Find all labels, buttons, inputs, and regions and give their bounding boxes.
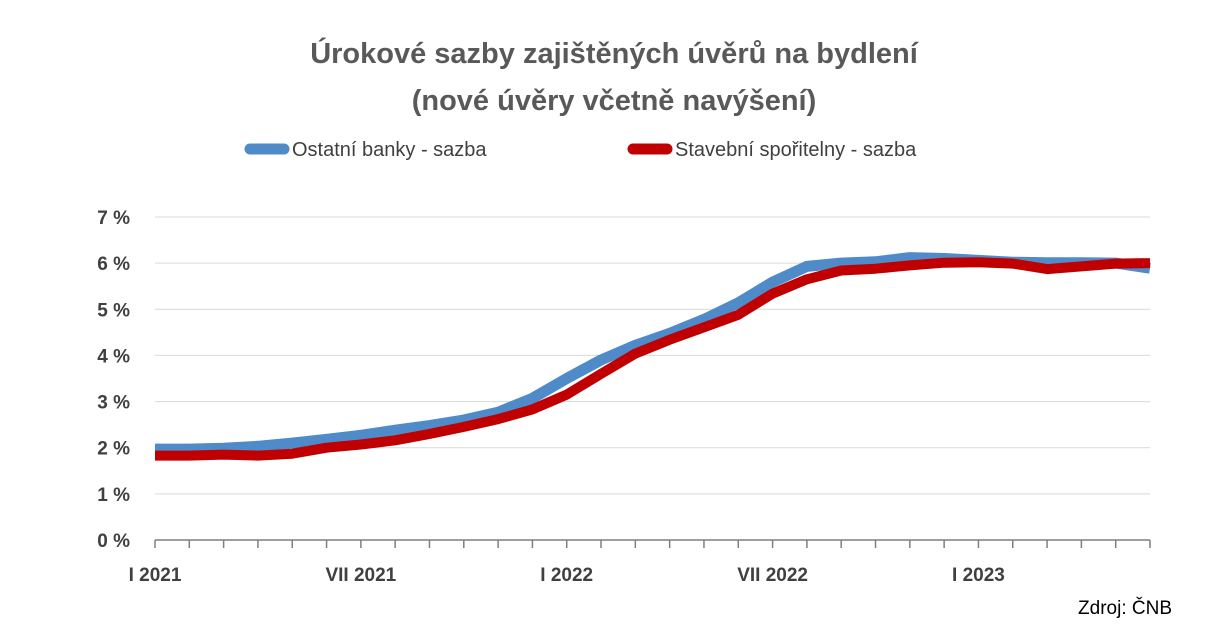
x-tick-label: I 2022 (540, 565, 593, 586)
chart-subtitle: (nové úvěry včetně navýšení) (412, 85, 817, 117)
chart-title: Úrokové sazby zajištěných úvěrů na bydle… (310, 36, 919, 70)
x-tick-label: VII 2021 (325, 565, 396, 586)
y-tick-label: 3 % (97, 393, 130, 414)
y-tick-label: 2 % (97, 439, 130, 460)
series-lines (155, 252, 1151, 461)
y-tick-label: 4 % (97, 346, 130, 367)
y-tick-label: 0 % (97, 531, 130, 552)
x-tick-label: I 2023 (952, 565, 1005, 586)
x-axis: I 2021 VII 2021 I 2022 VII 2022 I 2023 (129, 539, 1151, 586)
x-tick-label: I 2021 (129, 565, 182, 586)
source-note: Zdroj: ČNB (1078, 597, 1172, 619)
legend-label-stavebni-sporitelny: Stavební spořitelny - sazba (675, 139, 917, 161)
x-tick-label: VII 2022 (737, 565, 808, 586)
y-axis-ticks: 0 % 1 % 2 % 3 % 4 % 5 % 6 % 7 % (97, 208, 130, 552)
y-tick-label: 5 % (97, 300, 130, 321)
series-line-stavebni-sporitelny (155, 257, 1151, 461)
y-tick-label: 1 % (97, 485, 130, 506)
legend-label-ostatni-banky: Ostatní banky - sazba (292, 139, 487, 161)
legend: Ostatní banky - sazba Stavební spořiteln… (244, 139, 917, 161)
y-tick-label: 6 % (97, 254, 130, 275)
y-tick-label: 7 % (97, 208, 130, 229)
series-line-ostatni-banky (155, 252, 1151, 455)
